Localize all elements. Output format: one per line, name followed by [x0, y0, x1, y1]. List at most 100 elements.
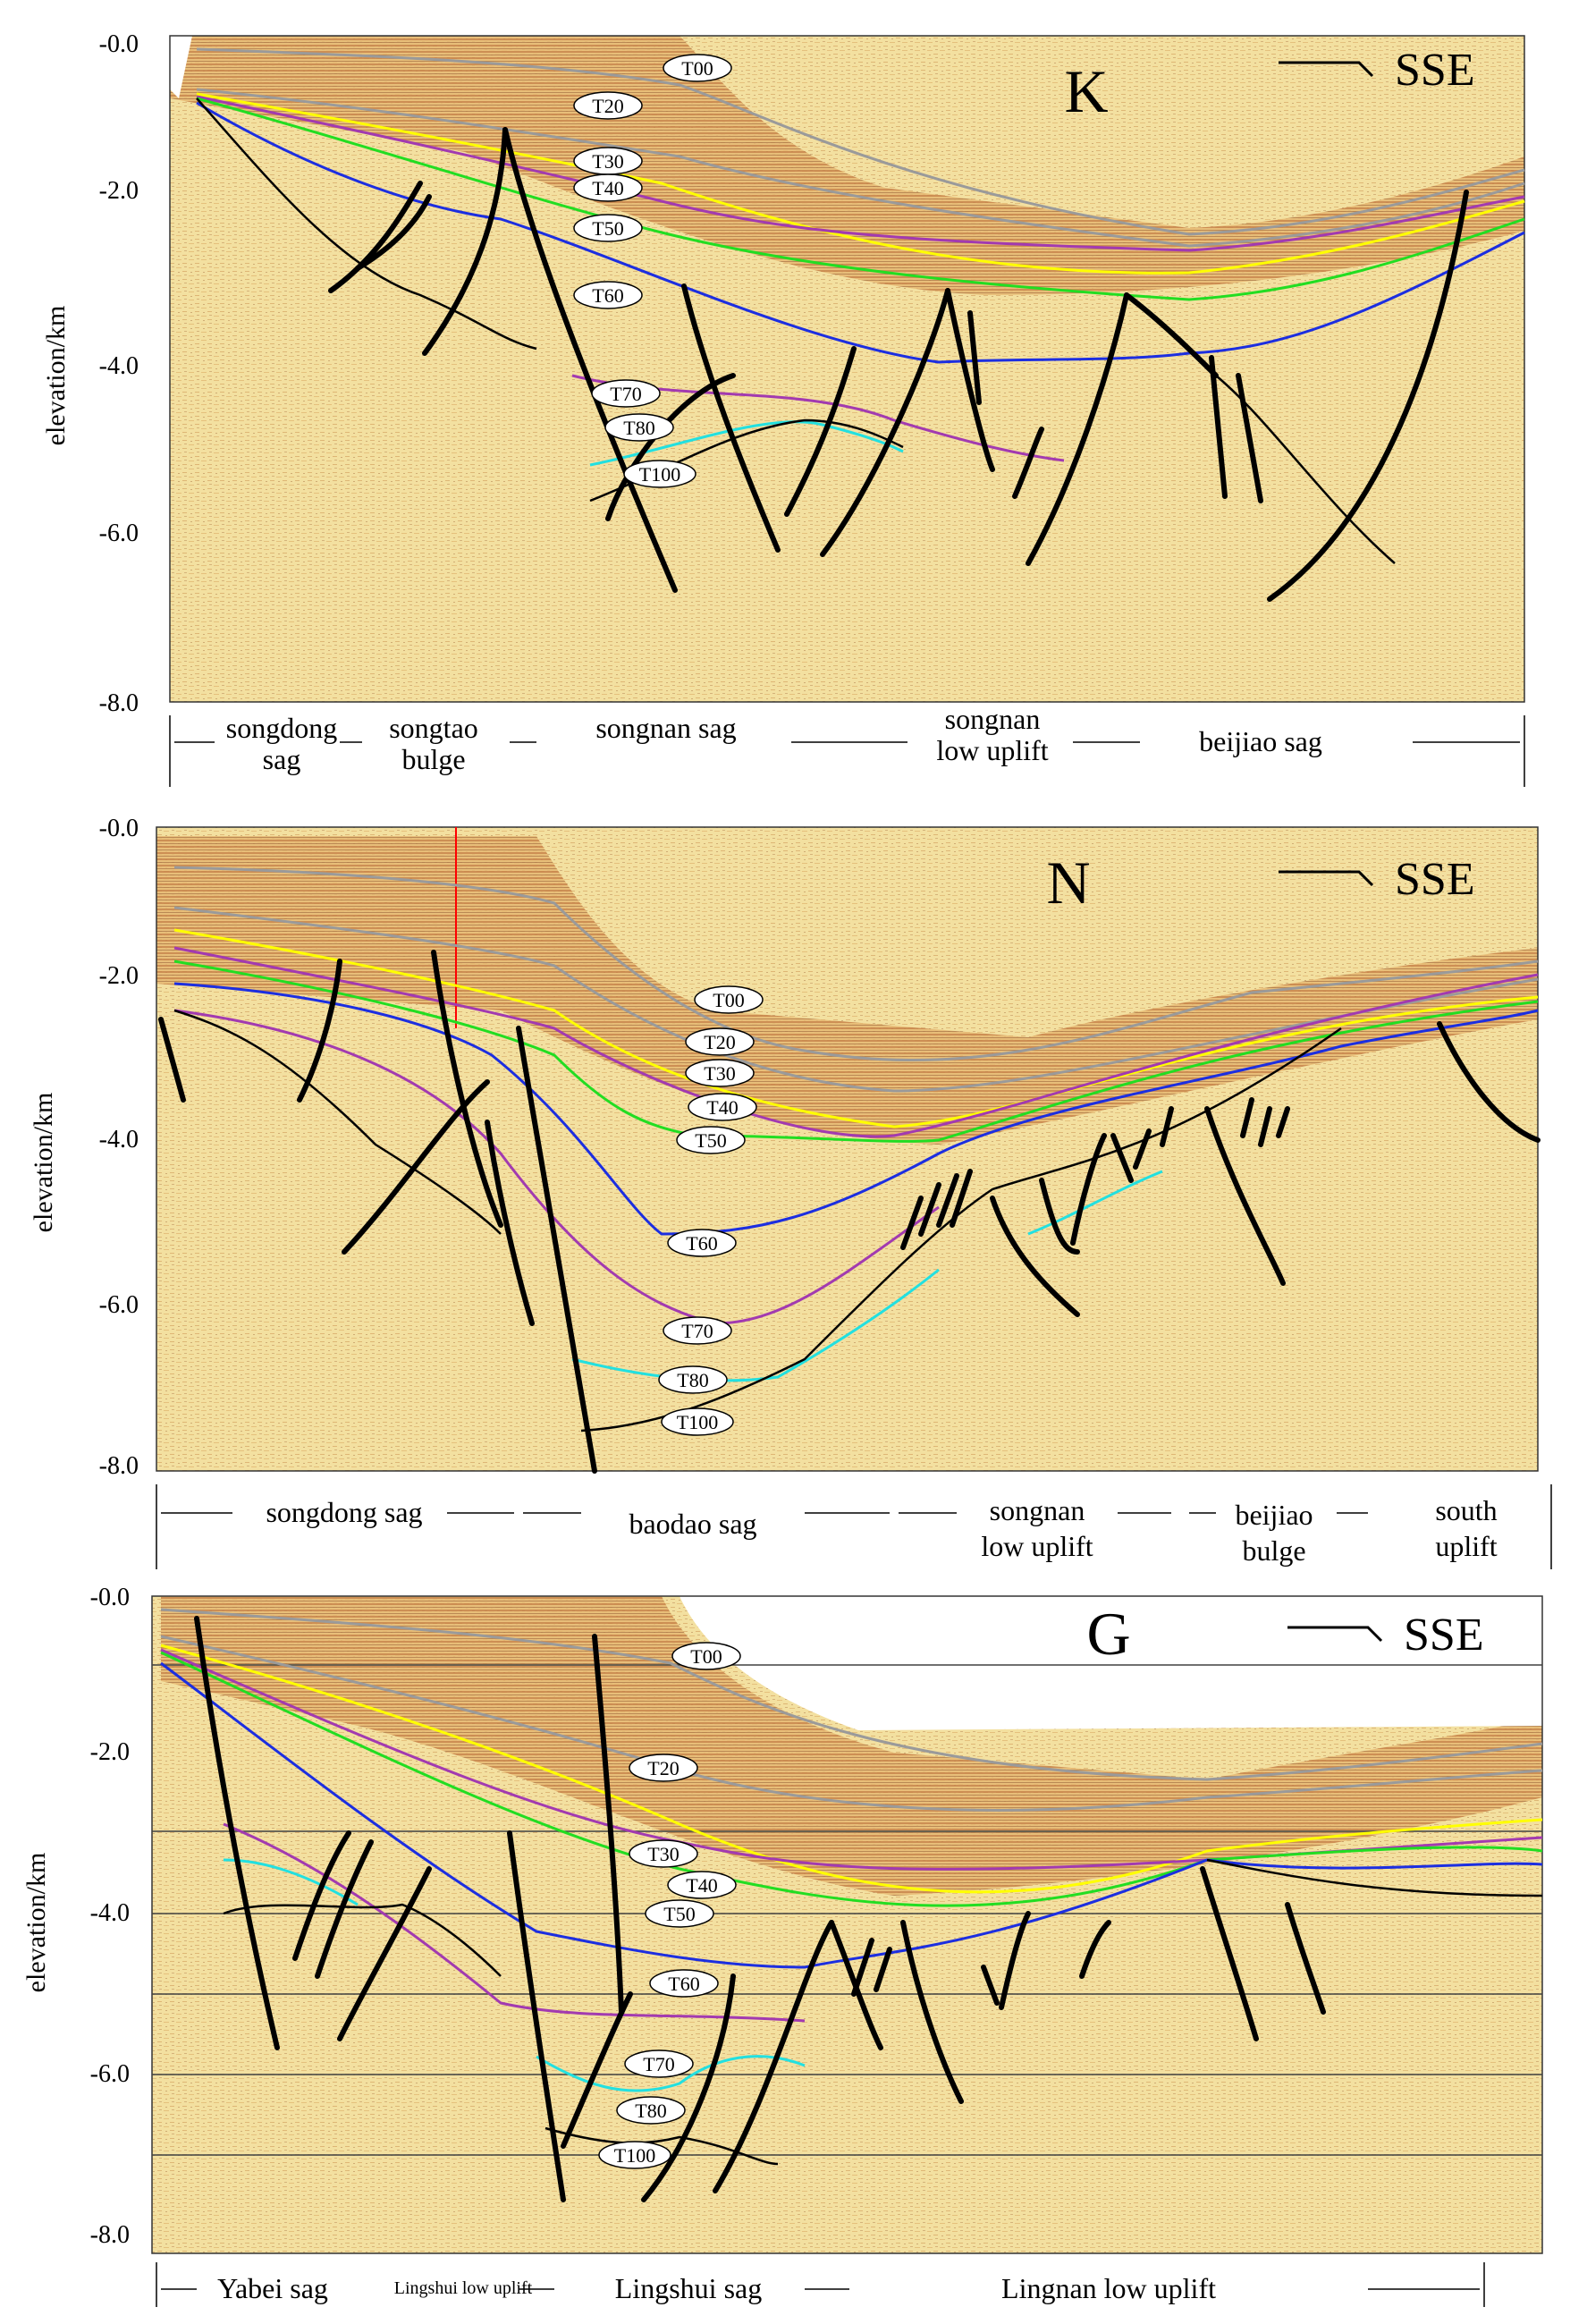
svg-text:T70: T70: [643, 2053, 674, 2075]
svg-text:low uplift: low uplift: [981, 1530, 1093, 1562]
svg-text:beijiao: beijiao: [1235, 1499, 1313, 1531]
horizon-t30: [196, 92, 1525, 275]
svg-text:elevation/km: elevation/km: [41, 306, 71, 446]
horizon-label: T60: [649, 1969, 719, 1998]
svg-text:T00: T00: [681, 57, 713, 80]
panel-g-gridlines: [152, 1664, 1542, 2156]
svg-text:-6.0: -6.0: [99, 520, 139, 547]
svg-text:-6.0: -6.0: [90, 2060, 130, 2088]
svg-text:-8.0: -8.0: [99, 1452, 139, 1480]
horizon-t30: [160, 1644, 1543, 1894]
panel-n: T00 T20 T30 T40 T50 T60 T70 T80 T100 N S…: [29, 815, 1552, 1569]
panel-label: G: [1086, 1600, 1130, 1668]
horizon-label: T100: [661, 1407, 734, 1436]
direction-indicator: SSE: [1279, 854, 1475, 905]
svg-text:T80: T80: [677, 1369, 708, 1391]
svg-text:Lingnan low uplift: Lingnan low uplift: [1001, 2272, 1216, 2304]
horizon-label: T20: [629, 1754, 698, 1782]
horizon-label: T30: [685, 1059, 755, 1087]
svg-text:songdong: songdong: [226, 712, 337, 744]
panel-g: T00 T20 T30 T40 T50 T60 T70 T80 T100 G S…: [21, 1584, 1543, 2307]
horizon-label: T00: [671, 1642, 741, 1670]
panel-n-yaxis: -0.0 -2.0 -4.0 -6.0 -8.0 elevation/km: [29, 815, 139, 1480]
panel-k-zones: songdong sag songtao bulge songnan sag s…: [169, 703, 1525, 787]
horizon-label: T80: [604, 413, 674, 442]
panel-g-yaxis: -0.0 -2.0 -4.0 -6.0 -8.0 elevation/km: [21, 1584, 130, 2249]
horizon-label: T20: [573, 91, 643, 120]
horizon-label: T100: [623, 460, 696, 488]
svg-text:T60: T60: [592, 284, 623, 307]
svg-text:-8.0: -8.0: [99, 689, 139, 717]
horizon-t20: [160, 1635, 1543, 1812]
svg-text:bulge: bulge: [401, 743, 465, 775]
horizon-label: T60: [573, 281, 643, 309]
svg-text:T60: T60: [668, 1973, 699, 1995]
svg-text:T20: T20: [592, 95, 623, 117]
horizon-t50: [173, 959, 1539, 1143]
horizon-t50: [160, 1651, 1543, 1907]
svg-text:T00: T00: [713, 989, 744, 1011]
horizon-t00: [160, 1608, 1543, 1781]
panel-n-horizons: [173, 866, 1539, 1432]
horizon-t100: [173, 1009, 1342, 1432]
svg-text:T60: T60: [686, 1232, 717, 1255]
horizon-t50: [196, 97, 1525, 301]
panel-g-faults: [194, 1616, 1326, 2202]
svg-text:-0.0: -0.0: [99, 30, 139, 58]
panel-g-zones: Yabei sag Lingshui low uplift Lingshui s…: [156, 2262, 1485, 2307]
svg-text:T100: T100: [639, 463, 680, 486]
panel-n-seismic: [156, 826, 1539, 1472]
svg-text:uplift: uplift: [1435, 1530, 1497, 1562]
svg-text:SSE: SSE: [1404, 1610, 1484, 1661]
horizon-t80: [571, 1170, 1163, 1382]
horizon-label: T20: [685, 1027, 755, 1056]
svg-text:songnan sag: songnan sag: [595, 712, 736, 744]
svg-text:T100: T100: [677, 1411, 718, 1433]
svg-text:Lingshui sag: Lingshui sag: [615, 2272, 762, 2304]
svg-text:-2.0: -2.0: [99, 177, 139, 205]
svg-text:-8.0: -8.0: [90, 2221, 130, 2249]
svg-text:T30: T30: [647, 1843, 679, 1865]
svg-text:Lingshui low uplift: Lingshui low uplift: [394, 2278, 533, 2298]
svg-text:T00: T00: [690, 1645, 722, 1668]
panel-n-faults: [158, 950, 1541, 1474]
svg-text:-4.0: -4.0: [99, 1126, 139, 1154]
svg-text:bulge: bulge: [1242, 1534, 1305, 1567]
panel-g-horizon-labels: T00 T20 T30 T40 T50 T60 T70 T80 T100: [598, 1642, 741, 2169]
panel-n-horizon-labels: T00 T20 T30 T40 T50 T60 T70 T80 T100: [658, 985, 764, 1436]
horizon-label: T70: [591, 379, 661, 408]
horizon-label: T30: [629, 1839, 698, 1868]
horizon-label: T00: [663, 54, 732, 82]
panel-k: T00 T20 T30 T40 T50 T60 T70 T80 T100 K S…: [41, 30, 1525, 787]
svg-text:songnan: songnan: [990, 1494, 1085, 1526]
horizon-t20: [173, 906, 1539, 1093]
svg-text:T50: T50: [663, 1903, 695, 1925]
horizon-label: T100: [598, 2141, 671, 2169]
svg-text:T20: T20: [647, 1757, 679, 1779]
horizon-label: T40: [667, 1871, 737, 1899]
horizon-label: T40: [688, 1093, 757, 1121]
panel-k-yaxis: -0.0 -2.0 -4.0 -6.0 -8.0 elevation/km: [41, 30, 139, 717]
horizon-label: T50: [645, 1899, 714, 1928]
svg-text:-0.0: -0.0: [99, 815, 139, 842]
horizon-label: T80: [616, 2096, 686, 2125]
horizon-label: T50: [573, 214, 643, 242]
svg-text:T100: T100: [614, 2144, 655, 2167]
horizon-label: T70: [624, 2049, 694, 2078]
svg-text:Yabei sag: Yabei sag: [217, 2272, 328, 2304]
direction-indicator: SSE: [1279, 45, 1475, 96]
horizon-t60: [196, 101, 1525, 364]
panel-g-horizons: [160, 1608, 1543, 2166]
panel-g-seismic: [151, 1595, 1543, 2254]
arrow-icon: [1279, 61, 1374, 78]
horizon-t70: [571, 374, 1065, 462]
horizon-label: T40: [573, 173, 643, 202]
direction-indicator: SSE: [1287, 1610, 1484, 1661]
svg-text:baodao sag: baodao sag: [629, 1508, 756, 1540]
svg-text:T20: T20: [704, 1031, 735, 1053]
panel-label: K: [1064, 57, 1108, 125]
horizon-label: T60: [667, 1229, 737, 1257]
horizon-label: T50: [676, 1126, 746, 1154]
svg-text:SSE: SSE: [1395, 45, 1475, 96]
